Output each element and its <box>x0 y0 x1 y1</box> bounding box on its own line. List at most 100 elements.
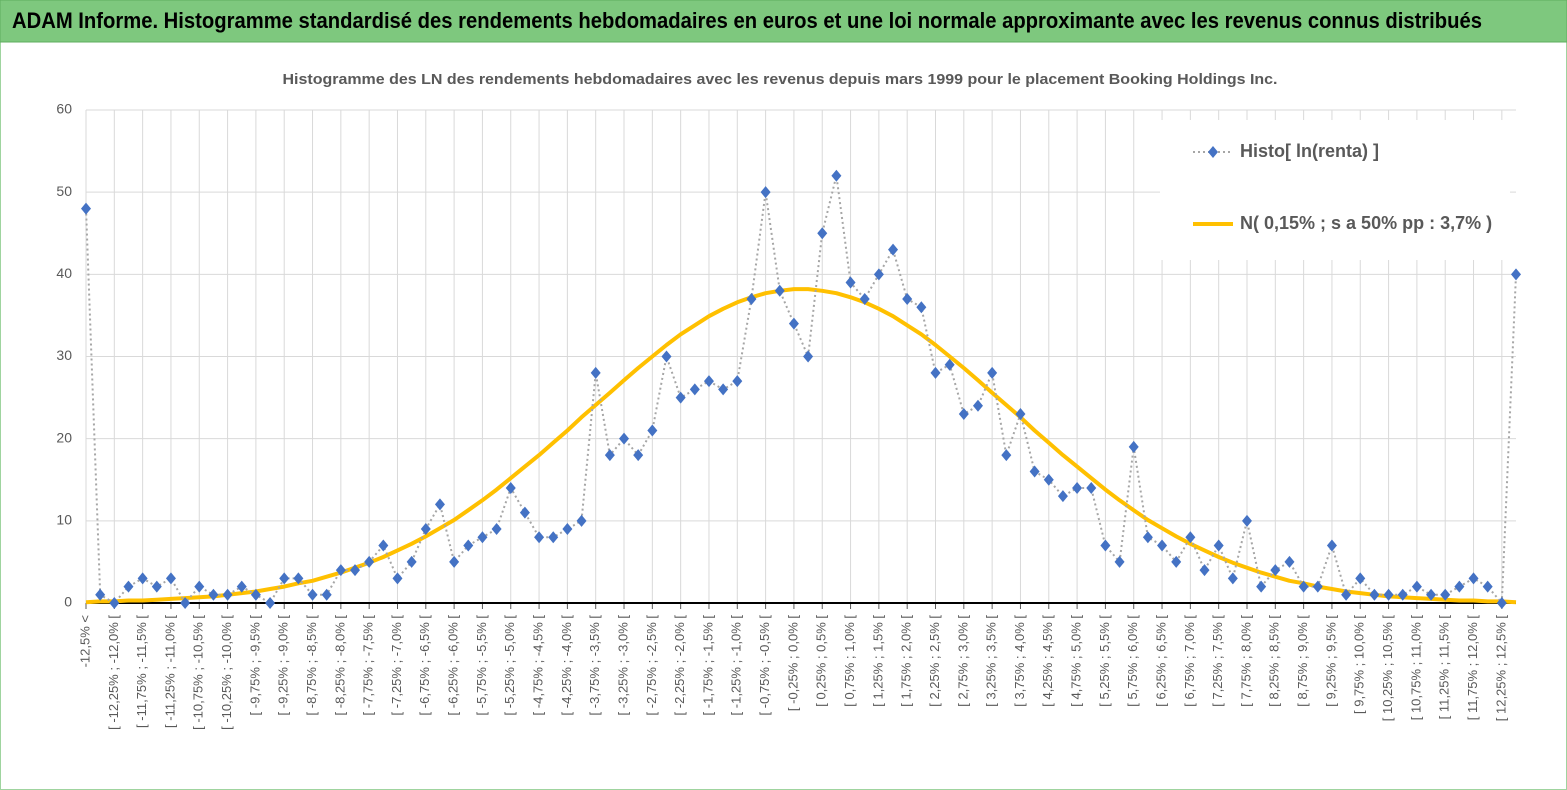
x-tick-label: [ -9,25% ; -9,0% [ <box>276 615 291 716</box>
data-point <box>420 523 431 536</box>
x-tick-label: [ -7,75% ; -7,5% [ <box>361 615 376 716</box>
x-tick-label: [ -12,25% ; -12,0% [ <box>106 615 121 730</box>
data-point <box>760 186 771 199</box>
data-point <box>1369 588 1380 601</box>
data-point <box>619 432 630 445</box>
data-point <box>1185 531 1196 544</box>
legend-box <box>1160 120 1510 260</box>
x-tick-label: [ 5,25% ; 5,5% [ <box>1097 615 1112 707</box>
data-point <box>1468 572 1479 585</box>
x-tick-label: [ -7,25% ; -7,0% [ <box>389 615 404 716</box>
data-point <box>165 572 176 585</box>
y-tick-label: 10 <box>56 512 72 528</box>
data-point <box>449 555 460 568</box>
data-point <box>930 366 941 379</box>
x-tick-label: [ -0,75% ; -0,5% [ <box>757 615 772 716</box>
x-tick-label: [ -4,25% ; -4,0% [ <box>559 615 574 716</box>
data-point <box>463 539 474 552</box>
data-point <box>293 572 304 585</box>
x-tick-label: [ 0,25% ; 0,5% [ <box>814 615 829 707</box>
x-tick-label: [ 6,75% ; 7,0% [ <box>1182 615 1197 707</box>
x-tick-label: [ 8,75% ; 9,0% [ <box>1295 615 1310 707</box>
data-point <box>647 424 658 437</box>
data-point <box>1355 572 1366 585</box>
data-point <box>378 539 389 552</box>
x-tick-label: [ -10,75% ; -10,5% [ <box>191 615 206 730</box>
data-point <box>562 523 573 536</box>
data-point <box>803 350 814 363</box>
data-point <box>477 531 488 544</box>
data-point <box>590 366 601 379</box>
x-tick-label: [ -5,75% ; -5,5% [ <box>474 615 489 716</box>
data-point <box>250 588 261 601</box>
data-point <box>208 588 219 601</box>
data-point <box>1072 481 1083 494</box>
data-point <box>392 572 403 585</box>
x-tick-label: [ 0,75% ; 1,0% [ <box>842 615 857 707</box>
data-point <box>675 391 686 404</box>
data-point <box>151 580 162 593</box>
x-tick-label: [ -10,25% ; -10,0% [ <box>219 615 234 730</box>
data-point <box>222 588 233 601</box>
data-point <box>633 449 644 462</box>
legend-marker <box>1208 146 1218 158</box>
data-point <box>265 597 276 609</box>
data-point <box>1227 572 1238 585</box>
data-point <box>845 276 856 289</box>
data-point <box>123 580 134 593</box>
chart-title: Histogramme des LN des rendements hebdom… <box>283 71 1278 88</box>
data-point <box>1128 440 1139 453</box>
data-point <box>137 572 148 585</box>
data-point <box>194 580 205 593</box>
data-point <box>916 301 927 314</box>
x-tick-label: [ 10,25% ; 10,5% [ <box>1380 615 1395 722</box>
x-tick-label: [ -11,75% ; -11,5% [ <box>134 615 149 728</box>
data-point <box>604 449 615 462</box>
data-point <box>1114 555 1125 568</box>
x-tick-label: [ -5,25% ; -5,0% [ <box>502 615 517 716</box>
data-point <box>1454 580 1465 593</box>
x-tick-label: [ -4,75% ; -4,5% [ <box>531 615 546 716</box>
x-tick-label: [ 3,75% ; 4,0% [ <box>1012 615 1027 707</box>
y-tick-label: 20 <box>56 429 72 445</box>
data-point <box>81 202 91 215</box>
x-tick-label: [ -1,25% ; -1,0% [ <box>729 615 744 716</box>
data-point <box>576 514 587 527</box>
x-tick-label: [ 8,25% ; 8,5% [ <box>1267 615 1282 707</box>
legend-label: Histo[ ln(renta) ] <box>1240 141 1379 161</box>
data-point <box>987 366 998 379</box>
x-tick-label: [ -11,25% ; -11,0% [ <box>162 615 177 728</box>
data-point <box>1029 465 1040 478</box>
data-point <box>279 572 290 585</box>
x-tick-label: [ -9,75% ; -9,5% [ <box>247 615 262 716</box>
data-point <box>350 564 361 577</box>
x-tick-label: [ 11,25% ; 11,5% [ <box>1437 615 1452 720</box>
data-point <box>1100 539 1111 552</box>
data-point <box>1326 539 1337 552</box>
y-tick-label: 60 <box>56 101 72 117</box>
data-point <box>817 227 828 240</box>
x-tick-label: [ 5,75% ; 6,0% [ <box>1125 615 1140 707</box>
x-tick-label: [ 12,25% ; 12,5% [ <box>1493 615 1508 722</box>
x-tick-label: [ 3,25% ; 3,5% [ <box>984 615 999 707</box>
data-point <box>888 243 899 256</box>
x-tick-label: [ -3,75% ; -3,5% [ <box>587 615 602 716</box>
x-tick-label: [ -6,75% ; -6,5% [ <box>417 615 432 716</box>
data-point <box>307 588 318 601</box>
data-point <box>1284 555 1295 568</box>
data-point <box>944 358 955 371</box>
data-point <box>534 531 545 544</box>
data-point <box>1383 588 1394 601</box>
data-point <box>774 284 785 297</box>
data-point <box>1397 588 1408 601</box>
data-point <box>718 383 729 396</box>
data-point <box>505 481 516 494</box>
data-point <box>831 169 842 182</box>
x-tick-label: [ -0,25% ; 0,0% [ <box>785 615 800 711</box>
data-point <box>661 350 672 363</box>
data-point <box>1256 580 1267 593</box>
series-line <box>85 287 1517 605</box>
x-tick-label: [ 2,75% ; 3,0% [ <box>955 615 970 707</box>
